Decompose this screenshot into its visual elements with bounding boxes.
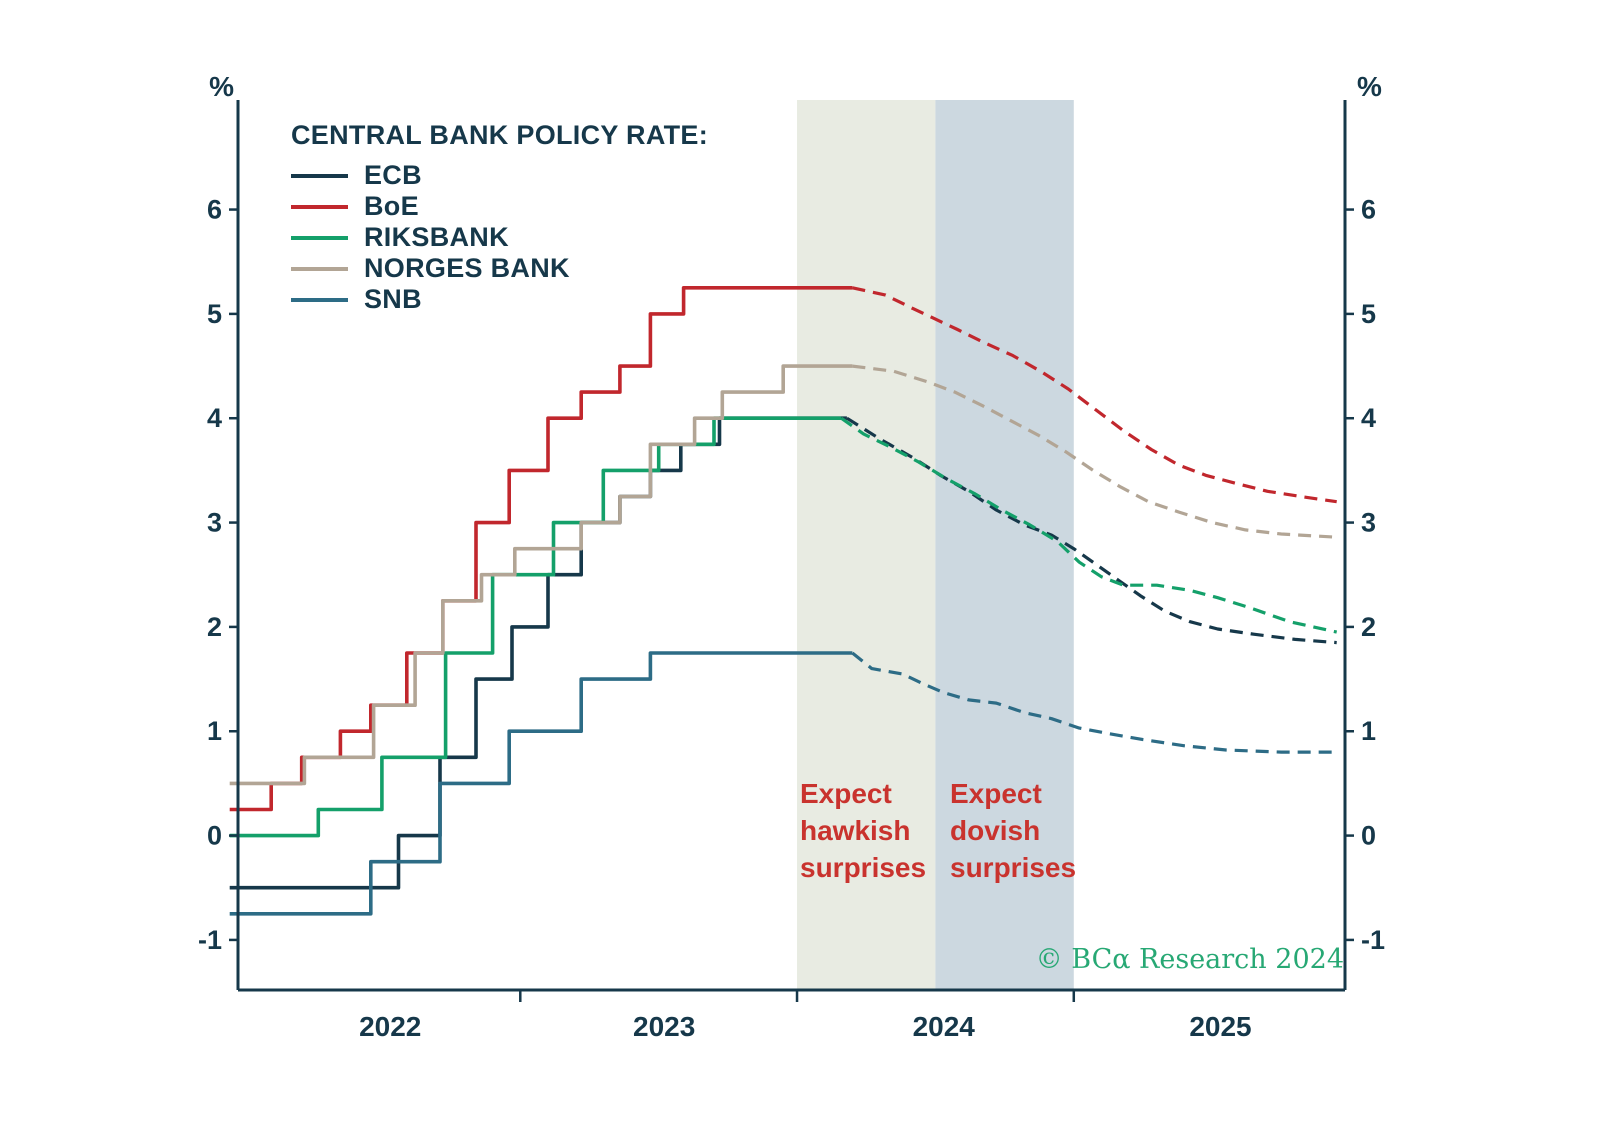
series-dashed-norges-bank bbox=[852, 364, 1337, 539]
forecast-band bbox=[797, 100, 936, 990]
legend-item-norges-bank: NORGES BANK bbox=[291, 253, 708, 284]
legend-item-snb: SNB bbox=[291, 284, 708, 315]
legend-swatch-line bbox=[291, 173, 348, 178]
annotation-hawkish-surprises: Expect hawkish surprises bbox=[800, 778, 927, 883]
series-dashed-ecb bbox=[846, 416, 1337, 645]
series-solid-snb bbox=[229, 651, 853, 916]
legend-label: SNB bbox=[364, 284, 422, 314]
forecast-band bbox=[935, 100, 1074, 990]
legend-swatch-line bbox=[291, 297, 348, 302]
legend-item-riksbank: RIKSBANK bbox=[291, 222, 708, 253]
legend-items: ECB BoE RIKSBANK NORGES BANK SNB bbox=[291, 160, 708, 315]
series-solid-norges-bank bbox=[229, 364, 853, 786]
x-year-label: 2023 bbox=[633, 1011, 695, 1042]
y-tick-label-left: -1 bbox=[198, 925, 222, 955]
y-tick-label-right: 6 bbox=[1361, 195, 1376, 225]
y-tick-label-left: 1 bbox=[207, 716, 222, 746]
percent-label-right: % bbox=[1357, 71, 1382, 102]
y-tick-label-left: 4 bbox=[207, 403, 222, 433]
chart-legend: CENTRAL BANK POLICY RATE: ECB BoE RIKSBANK… bbox=[291, 120, 708, 315]
y-tick-label-right: 3 bbox=[1361, 508, 1376, 538]
legend-label: RIKSBANK bbox=[364, 222, 509, 252]
series-dashed-riksbank bbox=[840, 416, 1338, 634]
legend-item-ecb: ECB bbox=[291, 160, 708, 191]
annotation-dovish-surprises: Expect dovish surprises bbox=[950, 778, 1077, 883]
copyright-text: © BCα Research 2024 bbox=[1035, 944, 1344, 975]
y-tick-label-left: 0 bbox=[207, 821, 222, 851]
legend-label: NORGES BANK bbox=[364, 253, 570, 283]
y-tick-label-right: 1 bbox=[1361, 716, 1376, 746]
x-year-label: 2024 bbox=[913, 1011, 976, 1042]
y-tick-label-right: 5 bbox=[1361, 299, 1376, 329]
legend-swatch-line bbox=[291, 235, 348, 240]
y-tick-label-left: 3 bbox=[207, 508, 222, 538]
y-tick-label-right: -1 bbox=[1361, 925, 1385, 955]
legend-label: BoE bbox=[364, 191, 419, 221]
legend-title: CENTRAL BANK POLICY RATE: bbox=[291, 120, 709, 150]
y-tick-label-left: 5 bbox=[207, 299, 222, 329]
legend-swatch-line bbox=[291, 266, 348, 271]
y-tick-label-right: 0 bbox=[1361, 821, 1376, 851]
legend-label: ECB bbox=[364, 160, 422, 190]
y-tick-label-right: 2 bbox=[1361, 612, 1376, 642]
y-tick-label-right: 4 bbox=[1361, 403, 1376, 433]
x-year-label: 2022 bbox=[359, 1011, 421, 1042]
legend-swatch-line bbox=[291, 204, 348, 209]
legend-item-boe: BoE bbox=[291, 191, 708, 222]
y-tick-label-left: 2 bbox=[207, 612, 222, 642]
percent-label-left: % bbox=[209, 71, 234, 102]
series-dashed-snb bbox=[851, 651, 1337, 754]
x-year-label: 2025 bbox=[1189, 1011, 1251, 1042]
series-dashed-boe bbox=[852, 286, 1337, 504]
y-tick-label-left: 6 bbox=[207, 195, 222, 225]
